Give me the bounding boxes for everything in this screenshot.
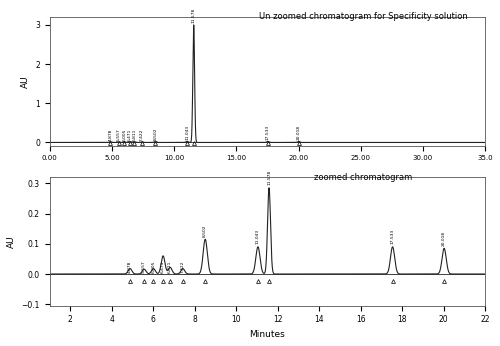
Text: 11.578: 11.578 <box>192 7 196 22</box>
Text: 5.557: 5.557 <box>117 128 121 141</box>
Text: 5.557: 5.557 <box>142 260 146 273</box>
Text: 4.878: 4.878 <box>128 261 132 273</box>
Text: 11.043: 11.043 <box>185 125 189 140</box>
Title: zoomed chromatogram: zoomed chromatogram <box>314 173 412 182</box>
Text: 6.811: 6.811 <box>168 261 172 273</box>
X-axis label: Minutes: Minutes <box>250 330 286 339</box>
Text: 8.502: 8.502 <box>154 127 158 140</box>
Y-axis label: AU: AU <box>7 235 16 248</box>
Text: 7.422: 7.422 <box>140 129 144 141</box>
Text: 6.005: 6.005 <box>122 129 126 141</box>
Text: 7.422: 7.422 <box>181 261 185 273</box>
Text: 17.533: 17.533 <box>390 229 394 244</box>
Text: 11.043: 11.043 <box>256 229 260 244</box>
Text: 8.502: 8.502 <box>203 224 207 237</box>
Text: 20.018: 20.018 <box>297 125 301 140</box>
Text: 20.018: 20.018 <box>442 231 446 246</box>
Title: Un zoomed chromatogram for Specificity solution: Un zoomed chromatogram for Specificity s… <box>259 12 468 21</box>
Text: 6.811: 6.811 <box>132 129 136 141</box>
Text: 6.005: 6.005 <box>152 261 156 273</box>
Text: 4.878: 4.878 <box>108 129 112 141</box>
Text: 6.471: 6.471 <box>161 261 165 273</box>
Y-axis label: AU: AU <box>20 75 30 88</box>
Text: 6.471: 6.471 <box>128 129 132 141</box>
Text: 17.533: 17.533 <box>266 125 270 140</box>
Text: 11.578: 11.578 <box>267 170 271 185</box>
